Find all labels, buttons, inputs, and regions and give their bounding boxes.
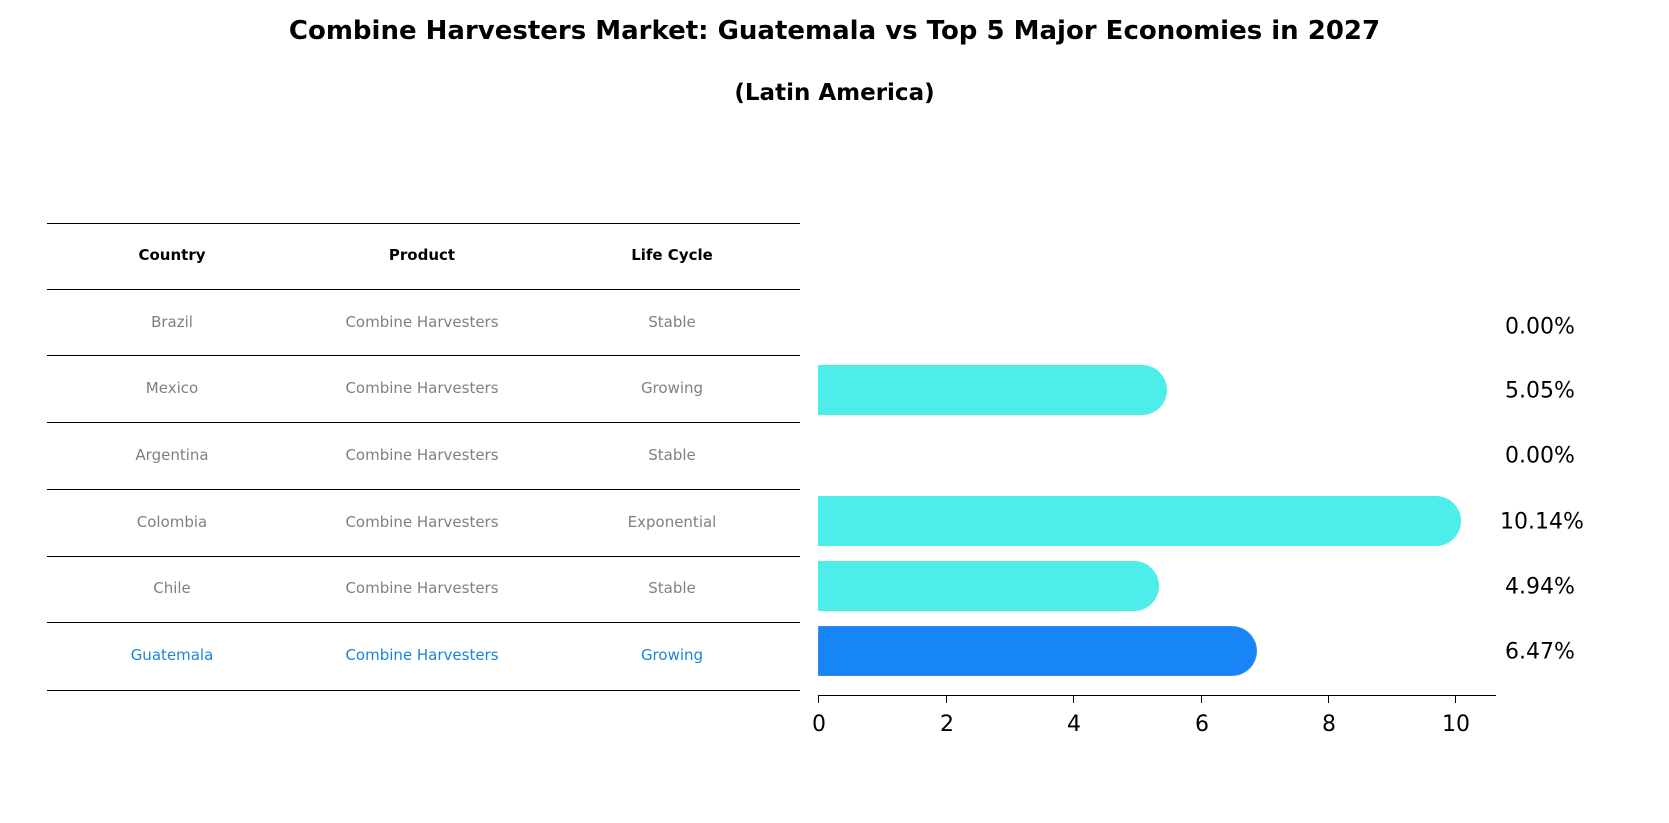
- value-label-chile: 4.94%: [1505, 574, 1575, 600]
- cell-country: Colombia: [136, 513, 208, 531]
- x-tick: [1455, 695, 1456, 703]
- cell-life-cycle: Growing: [640, 379, 704, 397]
- x-tick: [818, 695, 819, 703]
- value-label-argentina: 0.00%: [1505, 443, 1575, 469]
- x-tick-label: 0: [812, 712, 826, 737]
- table-bottom-rule: [47, 690, 800, 691]
- x-tick-label: 8: [1322, 712, 1336, 737]
- column-header-country: Country: [138, 246, 206, 264]
- value-label-guatemala: 6.47%: [1505, 639, 1575, 665]
- table-top-rule: [47, 223, 800, 224]
- cell-product: Combine Harvesters: [345, 446, 499, 464]
- x-tick: [1073, 695, 1074, 703]
- x-tick-label: 6: [1195, 712, 1209, 737]
- value-label-brazil: 0.00%: [1505, 314, 1575, 340]
- bar-mexico: [818, 365, 1167, 415]
- column-header-life-cycle: Life Cycle: [631, 246, 713, 264]
- x-tick-label: 2: [940, 712, 954, 737]
- cell-country: Argentina: [135, 446, 209, 464]
- cell-country: Guatemala: [130, 646, 214, 664]
- row-divider: [47, 622, 800, 623]
- bar-chile: [818, 561, 1159, 611]
- cell-product: Combine Harvesters: [345, 646, 499, 664]
- x-tick-label: 10: [1442, 712, 1470, 737]
- x-tick: [1201, 695, 1202, 703]
- cell-product: Combine Harvesters: [345, 579, 499, 597]
- cell-product: Combine Harvesters: [345, 313, 499, 331]
- column-header-product: Product: [388, 246, 456, 264]
- cell-country: Brazil: [151, 313, 193, 331]
- x-tick-label: 4: [1067, 712, 1081, 737]
- cell-country: Chile: [153, 579, 191, 597]
- chart-subtitle: (Latin America): [734, 80, 935, 106]
- row-divider: [47, 422, 800, 423]
- cell-product: Combine Harvesters: [345, 379, 499, 397]
- x-axis: [818, 695, 1496, 696]
- value-label-colombia: 10.14%: [1500, 509, 1584, 535]
- value-label-mexico: 5.05%: [1505, 378, 1575, 404]
- cell-life-cycle: Stable: [648, 579, 696, 597]
- bar-colombia: [818, 496, 1461, 546]
- cell-country: Mexico: [145, 379, 199, 397]
- cell-life-cycle: Stable: [648, 313, 696, 331]
- cell-product: Combine Harvesters: [345, 513, 499, 531]
- row-divider: [47, 355, 800, 356]
- chart-title: Combine Harvesters Market: Guatemala vs …: [288, 16, 1381, 46]
- bar-guatemala: [818, 626, 1257, 676]
- cell-life-cycle: Exponential: [627, 513, 717, 531]
- row-divider: [47, 489, 800, 490]
- row-divider: [47, 556, 800, 557]
- x-tick: [1328, 695, 1329, 703]
- table-header-rule: [47, 289, 800, 290]
- cell-life-cycle: Stable: [648, 446, 696, 464]
- cell-life-cycle: Growing: [640, 646, 704, 664]
- x-tick: [946, 695, 947, 703]
